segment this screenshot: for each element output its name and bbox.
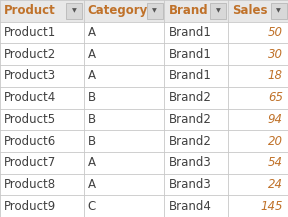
Text: 145: 145 xyxy=(260,200,283,213)
Bar xyxy=(271,3,287,19)
Text: Brand1: Brand1 xyxy=(168,69,211,82)
Bar xyxy=(0,152,288,174)
Text: Brand1: Brand1 xyxy=(168,48,211,61)
Text: Product8: Product8 xyxy=(4,178,56,191)
Text: Product2: Product2 xyxy=(4,48,56,61)
Text: Brand2: Brand2 xyxy=(168,113,211,126)
Text: Product5: Product5 xyxy=(4,113,56,126)
Bar xyxy=(210,3,226,19)
Bar xyxy=(0,174,288,195)
Text: Product: Product xyxy=(4,4,56,17)
Bar xyxy=(0,65,288,87)
Text: Product9: Product9 xyxy=(4,200,56,213)
Text: ▼: ▼ xyxy=(216,8,221,13)
Text: 94: 94 xyxy=(268,113,283,126)
Text: A: A xyxy=(88,69,96,82)
Text: Product6: Product6 xyxy=(4,135,56,148)
Text: ▼: ▼ xyxy=(152,8,157,13)
Text: Product4: Product4 xyxy=(4,91,56,104)
Text: Product1: Product1 xyxy=(4,26,56,39)
Bar xyxy=(0,22,288,43)
Text: ▼: ▼ xyxy=(72,8,77,13)
Text: B: B xyxy=(88,91,96,104)
Text: 65: 65 xyxy=(268,91,283,104)
Bar xyxy=(0,108,288,130)
Bar xyxy=(0,43,288,65)
Text: Sales: Sales xyxy=(232,4,267,17)
Text: Product3: Product3 xyxy=(4,69,56,82)
Text: Brand4: Brand4 xyxy=(168,200,211,213)
Text: 30: 30 xyxy=(268,48,283,61)
Text: 50: 50 xyxy=(268,26,283,39)
Text: 54: 54 xyxy=(268,156,283,169)
Text: Brand3: Brand3 xyxy=(168,178,211,191)
Text: 18: 18 xyxy=(268,69,283,82)
Text: C: C xyxy=(88,200,96,213)
Text: Brand3: Brand3 xyxy=(168,156,211,169)
Text: A: A xyxy=(88,48,96,61)
Bar xyxy=(0,0,288,22)
Text: B: B xyxy=(88,113,96,126)
Text: A: A xyxy=(88,156,96,169)
Text: Brand2: Brand2 xyxy=(168,135,211,148)
Text: 20: 20 xyxy=(268,135,283,148)
Text: Brand1: Brand1 xyxy=(168,26,211,39)
Text: B: B xyxy=(88,135,96,148)
Text: Category: Category xyxy=(88,4,148,17)
Bar xyxy=(0,195,288,217)
Bar xyxy=(0,130,288,152)
Text: A: A xyxy=(88,26,96,39)
Text: Brand2: Brand2 xyxy=(168,91,211,104)
Text: ▼: ▼ xyxy=(276,8,281,13)
Text: Product7: Product7 xyxy=(4,156,56,169)
Bar xyxy=(66,3,82,19)
Text: Brand: Brand xyxy=(168,4,208,17)
Text: A: A xyxy=(88,178,96,191)
Text: 24: 24 xyxy=(268,178,283,191)
Bar xyxy=(147,3,163,19)
Bar xyxy=(0,87,288,108)
